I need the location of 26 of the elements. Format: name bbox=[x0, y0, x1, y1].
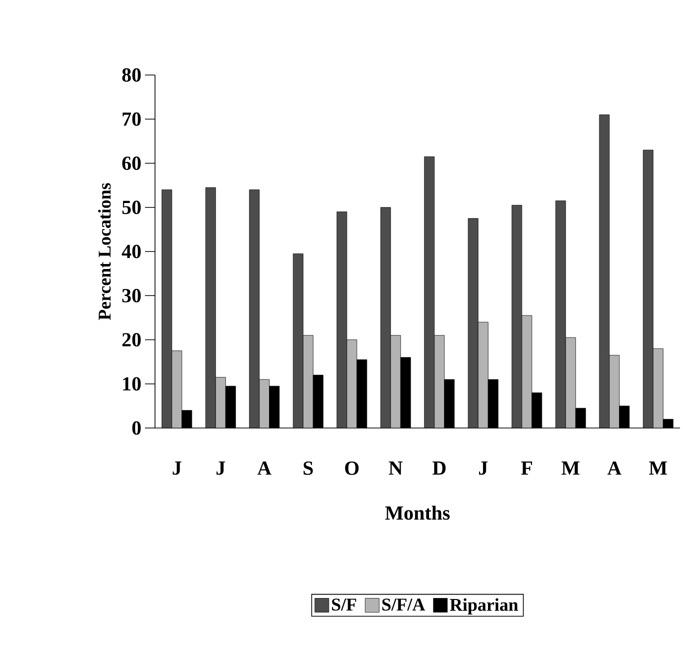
y-tick-label: 60 bbox=[122, 156, 141, 170]
y-tick-label: 70 bbox=[122, 112, 141, 126]
y-tick-label: 10 bbox=[123, 377, 141, 391]
x-tick-label: J bbox=[172, 462, 182, 475]
x-tick-label: M bbox=[649, 462, 667, 475]
x-tick-label: A bbox=[257, 462, 272, 475]
y-tick-label: 50 bbox=[122, 200, 141, 214]
x-tick-label: O bbox=[345, 462, 359, 475]
legend-label: S/F bbox=[332, 598, 356, 611]
x-tick-label: J bbox=[216, 462, 226, 475]
y-tick-label: 20 bbox=[122, 333, 141, 346]
y-tick-label: 30 bbox=[122, 288, 141, 302]
x-tick-label: N bbox=[388, 462, 403, 475]
legend-label: S/F/A bbox=[382, 598, 426, 611]
x-tick-label: D bbox=[432, 462, 446, 475]
y-tick-label: 0 bbox=[132, 421, 141, 435]
x-tick-label: M bbox=[562, 462, 580, 475]
x-tick-label: S bbox=[304, 462, 313, 475]
x-tick-label: J bbox=[479, 462, 488, 475]
y-tick-label: 80 bbox=[122, 68, 141, 82]
y-axis-title: Percent Locations bbox=[98, 183, 111, 320]
y-tick-label: 40 bbox=[122, 244, 141, 258]
legend-label: Riparian bbox=[450, 598, 518, 615]
x-axis-title: Months bbox=[385, 506, 450, 520]
x-tick-label: A bbox=[607, 462, 622, 475]
x-tick-label: F bbox=[521, 462, 532, 475]
